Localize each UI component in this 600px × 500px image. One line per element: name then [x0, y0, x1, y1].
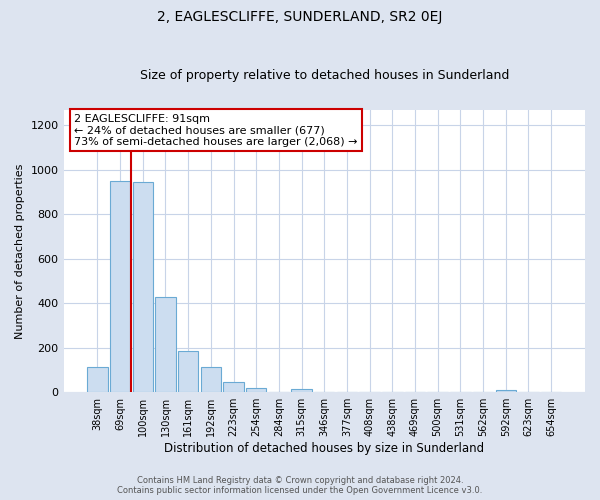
Bar: [110, 181, 130, 392]
Text: Contains HM Land Registry data © Crown copyright and database right 2024.
Contai: Contains HM Land Registry data © Crown c…: [118, 476, 482, 495]
Bar: [292, 389, 312, 392]
Title: Size of property relative to detached houses in Sunderland: Size of property relative to detached ho…: [140, 69, 509, 82]
Y-axis label: Number of detached properties: Number of detached properties: [15, 163, 25, 338]
Bar: [133, 182, 153, 392]
Text: 2, EAGLESCLIFFE, SUNDERLAND, SR2 0EJ: 2, EAGLESCLIFFE, SUNDERLAND, SR2 0EJ: [157, 10, 443, 24]
Bar: [178, 351, 199, 392]
Bar: [223, 382, 244, 392]
Bar: [155, 296, 176, 392]
Bar: [200, 366, 221, 392]
Bar: [496, 390, 516, 392]
Text: 2 EAGLESCLIFFE: 91sqm
← 24% of detached houses are smaller (677)
73% of semi-det: 2 EAGLESCLIFFE: 91sqm ← 24% of detached …: [74, 114, 358, 147]
Bar: [87, 366, 107, 392]
Bar: [246, 388, 266, 392]
X-axis label: Distribution of detached houses by size in Sunderland: Distribution of detached houses by size …: [164, 442, 484, 455]
